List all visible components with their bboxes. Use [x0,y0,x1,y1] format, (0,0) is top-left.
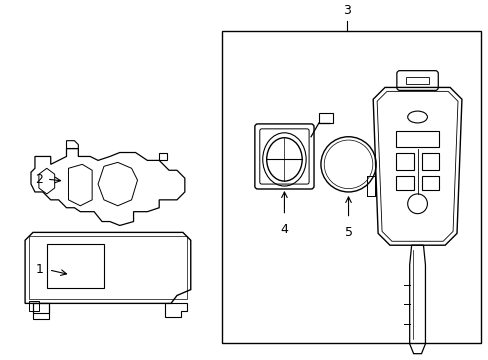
Bar [29,236,186,300]
Text: 4: 4 [280,222,288,235]
Text: 5: 5 [344,226,352,239]
Bar [47,244,104,288]
Bar [33,303,49,319]
Bar [395,131,438,147]
Bar [395,176,413,190]
Bar [29,301,39,311]
Bar [421,176,438,190]
Bar [421,153,438,170]
Bar [395,153,413,170]
Bar [405,77,428,85]
Text: 1: 1 [36,264,44,276]
Bar [222,31,480,343]
Bar [318,113,332,123]
Bar [33,303,49,313]
Text: 3: 3 [342,4,350,17]
Text: 2: 2 [35,173,43,186]
